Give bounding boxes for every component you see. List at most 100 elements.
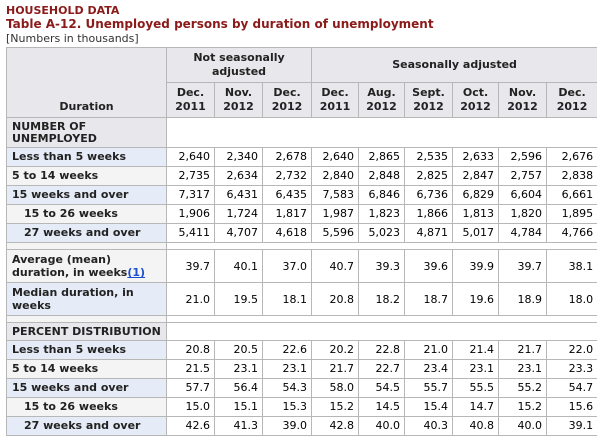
table-row: 27 weeks and over 42.6 41.3 39.0 42.8 40.0 40.…: [6, 416, 597, 436]
year-label: 2012: [366, 100, 397, 113]
table-cell: 15.6: [546, 397, 597, 417]
row-label: 5 to 14 weeks: [6, 359, 167, 379]
month-header: Nov. 2012: [214, 82, 263, 118]
table-row: 5 to 14 weeks 21.5 23.1 23.1 21.7 22.7 23.4 23.…: [6, 359, 597, 379]
table-cell: 4,871: [404, 223, 454, 243]
table-cell: 39.3: [358, 249, 406, 283]
row-label: 27 weeks and over: [6, 223, 167, 243]
table-row: 5 to 14 weeks 2,735 2,634 2,732 2,840 2,848 2,…: [6, 166, 597, 186]
table-cell: 57.7: [166, 378, 215, 398]
table-cell: 54.3: [261, 378, 313, 398]
row-label-text: Median duration, in weeks: [12, 286, 134, 312]
table-subtitle: [Numbers in thousands]: [6, 32, 139, 45]
year-label: 2011: [319, 100, 351, 113]
table-cell: 1,724: [214, 204, 263, 224]
table-cell: 20.5: [214, 340, 263, 360]
table-cell: 38.1: [546, 249, 597, 283]
table-cell: 15.2: [311, 397, 360, 417]
table-cell: 18.0: [546, 282, 597, 316]
table-cell: 15.1: [214, 397, 263, 417]
table-cell: 56.4: [214, 378, 263, 398]
table-cell: 6,604: [498, 185, 548, 205]
mean-duration-row: Average (mean) duration, in weeks(1) 39.7…: [6, 249, 597, 283]
table-cell: 7,317: [166, 185, 215, 205]
month-label: Dec.: [273, 86, 301, 99]
table-cell: 6,661: [546, 185, 597, 205]
table-row: Less than 5 weeks 2,640 2,340 2,678 2,640 2,8…: [6, 147, 597, 167]
table-cell: 18.2: [358, 282, 406, 316]
month-label: Nov.: [224, 86, 253, 99]
row-spacer: [165, 315, 597, 323]
table-cell: 2,838: [546, 166, 597, 186]
table-cell: 20.8: [311, 282, 360, 316]
table-cell: 40.1: [214, 249, 263, 283]
table-cell: 22.0: [546, 340, 597, 360]
table-cell: 40.0: [498, 416, 548, 436]
table-cell: 2,848: [358, 166, 406, 186]
month-header: Sept. 2012: [404, 82, 454, 118]
footnote-link[interactable]: (1): [127, 266, 146, 279]
table-row: 15 weeks and over 57.7 56.4 54.3 58.0 54.5 55.…: [6, 378, 597, 398]
year-label: 2012: [507, 100, 538, 113]
table-cell: 1,906: [166, 204, 215, 224]
month-header: Dec. 2011: [311, 82, 360, 118]
table-cell: 1,866: [404, 204, 454, 224]
month-label: Sept.: [412, 86, 445, 99]
table-cell: 4,618: [261, 223, 313, 243]
table-cell: 2,847: [452, 166, 500, 186]
table-cell: 22.8: [358, 340, 406, 360]
table-cell: 2,735: [166, 166, 215, 186]
table-cell: 5,411: [166, 223, 215, 243]
table-cell: 2,640: [166, 147, 215, 167]
year-label: 2011: [175, 100, 206, 113]
table-cell: 22.7: [358, 359, 406, 379]
table-cell: 15.3: [261, 397, 313, 417]
table-cell: 23.1: [214, 359, 263, 379]
table-cell: 58.0: [311, 378, 360, 398]
row-label: 15 weeks and over: [6, 378, 167, 398]
row-label: 5 to 14 weeks: [6, 166, 167, 186]
table-cell: 37.0: [261, 249, 313, 283]
table-cell: 18.1: [261, 282, 313, 316]
section-spacer: [165, 322, 597, 341]
month-label: Dec.: [558, 86, 586, 99]
table-cell: 6,431: [214, 185, 263, 205]
table-cell: 2,633: [452, 147, 500, 167]
section-header-number-of-unemployed: NUMBER OF UNEMPLOYED: [6, 117, 167, 148]
table-cell: 19.6: [452, 282, 500, 316]
table-cell: 22.6: [261, 340, 313, 360]
row-label: 15 weeks and over: [6, 185, 167, 205]
table-cell: 21.7: [498, 340, 548, 360]
table-cell: 6,829: [452, 185, 500, 205]
table-cell: 40.7: [311, 249, 360, 283]
table-cell: 54.7: [546, 378, 597, 398]
year-label: 2012: [556, 100, 588, 113]
table-cell: 42.6: [166, 416, 215, 436]
month-label: Nov.: [508, 86, 537, 99]
table-cell: 21.4: [452, 340, 500, 360]
table-cell: 1,987: [311, 204, 360, 224]
table-cell: 21.0: [166, 282, 215, 316]
table-cell: 2,640: [311, 147, 360, 167]
median-duration-row: Median duration, in weeks 21.0 19.5 18.1 20.…: [6, 282, 597, 316]
table-cell: 23.1: [261, 359, 313, 379]
table-cell: 23.4: [404, 359, 454, 379]
row-label: 27 weeks and over: [6, 416, 167, 436]
table-cell: 39.0: [261, 416, 313, 436]
row-spacer: [6, 242, 167, 250]
table-cell: 6,435: [261, 185, 313, 205]
table-cell: 14.5: [358, 397, 406, 417]
month-header: Oct. 2012: [452, 82, 500, 118]
month-header: Nov. 2012: [498, 82, 548, 118]
table-cell: 1,823: [358, 204, 406, 224]
table-cell: 2,634: [214, 166, 263, 186]
table-cell: 1,817: [261, 204, 313, 224]
mean-duration-row-label: Average (mean) duration, in weeks(1): [6, 249, 167, 283]
month-header: Dec. 2011: [166, 82, 215, 118]
table-cell: 5,596: [311, 223, 360, 243]
table-cell: 2,840: [311, 166, 360, 186]
table-cell: 7,583: [311, 185, 360, 205]
row-spacer: [6, 315, 167, 323]
row-spacer: [165, 242, 597, 250]
table-cell: 2,596: [498, 147, 548, 167]
